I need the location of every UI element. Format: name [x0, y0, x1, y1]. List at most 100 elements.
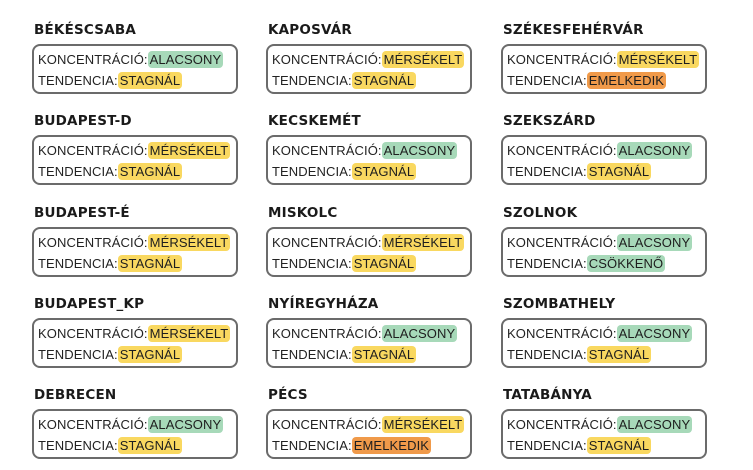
trend-row: TENDENCIA: STAGNÁL	[272, 344, 470, 365]
trend-label: TENDENCIA:	[272, 73, 352, 88]
city-name: MISKOLC	[268, 205, 338, 221]
trend-badge: EMELKEDIK	[351, 437, 432, 454]
concentration-label: KONCENTRÁCIÓ:	[38, 235, 148, 250]
concentration-label: KONCENTRÁCIÓ:	[38, 417, 148, 432]
city-name: BÉKÉSCSABA	[34, 22, 136, 38]
city-name: BUDAPEST-É	[34, 205, 130, 221]
trend-badge: STAGNÁL	[351, 346, 417, 363]
concentration-badge: MÉRSÉKELT	[381, 416, 465, 433]
trend-label: TENDENCIA:	[272, 256, 352, 271]
city-name: NYÍREGYHÁZA	[268, 296, 379, 312]
trend-badge: CSÖKKENŐ	[586, 255, 666, 272]
status-box: KONCENTRÁCIÓ: MÉRSÉKELT TENDENCIA: STAGNÁL	[266, 44, 472, 94]
trend-label: TENDENCIA:	[272, 164, 352, 179]
city-card: DEBRECEN KONCENTRÁCIÓ: ALACSONY TENDENCIA: S…	[32, 385, 242, 459]
concentration-row: KONCENTRÁCIÓ: MÉRSÉKELT	[38, 232, 236, 253]
city-name: BUDAPEST-D	[34, 113, 132, 129]
city-name: DEBRECEN	[34, 387, 117, 403]
trend-badge: STAGNÁL	[117, 437, 183, 454]
city-card: MISKOLC KONCENTRÁCIÓ: MÉRSÉKELT TENDENCIA: S…	[266, 203, 476, 277]
status-box: KONCENTRÁCIÓ: ALACSONY TENDENCIA: STAGNÁL	[266, 318, 472, 368]
trend-row: TENDENCIA: STAGNÁL	[272, 70, 470, 91]
city-name: TATABÁNYA	[503, 387, 592, 403]
concentration-row: KONCENTRÁCIÓ: ALACSONY	[272, 140, 470, 161]
concentration-badge: MÉRSÉKELT	[147, 234, 231, 251]
concentration-label: KONCENTRÁCIÓ:	[272, 143, 382, 158]
trend-badge: STAGNÁL	[351, 163, 417, 180]
trend-row: TENDENCIA: STAGNÁL	[38, 344, 236, 365]
concentration-label: KONCENTRÁCIÓ:	[272, 326, 382, 341]
trend-label: TENDENCIA:	[507, 256, 587, 271]
city-card: KAPOSVÁR KONCENTRÁCIÓ: MÉRSÉKELT TENDENCIA:…	[266, 20, 476, 94]
city-card: TATABÁNYA KONCENTRÁCIÓ: ALACSONY TENDENCIA:…	[501, 385, 711, 459]
city-card: BÉKÉSCSABA KONCENTRÁCIÓ: ALACSONY TENDENCIA…	[32, 20, 242, 94]
trend-row: TENDENCIA: CSÖKKENŐ	[507, 253, 705, 274]
trend-label: TENDENCIA:	[38, 347, 118, 362]
concentration-label: KONCENTRÁCIÓ:	[272, 417, 382, 432]
trend-row: TENDENCIA: STAGNÁL	[38, 70, 236, 91]
trend-badge: STAGNÁL	[117, 163, 183, 180]
city-name: SZEKSZÁRD	[503, 113, 596, 129]
concentration-label: KONCENTRÁCIÓ:	[507, 235, 617, 250]
concentration-badge: ALACSONY	[147, 51, 224, 68]
city-name: SZÉKESFEHÉRVÁR	[503, 22, 644, 38]
concentration-row: KONCENTRÁCIÓ: ALACSONY	[507, 232, 705, 253]
status-box: KONCENTRÁCIÓ: MÉRSÉKELT TENDENCIA: EMELKEDI…	[266, 409, 472, 459]
city-card: SZOMBATHELY KONCENTRÁCIÓ: ALACSONY TENDENCI…	[501, 294, 711, 368]
trend-label: TENDENCIA:	[38, 256, 118, 271]
city-card: BUDAPEST-É KONCENTRÁCIÓ: MÉRSÉKELT TENDENCI…	[32, 203, 242, 277]
trend-row: TENDENCIA: EMELKEDIK	[507, 70, 705, 91]
concentration-row: KONCENTRÁCIÓ: MÉRSÉKELT	[272, 232, 470, 253]
concentration-badge: MÉRSÉKELT	[381, 51, 465, 68]
trend-badge: STAGNÁL	[351, 72, 417, 89]
trend-row: TENDENCIA: STAGNÁL	[38, 253, 236, 274]
status-box: KONCENTRÁCIÓ: ALACSONY TENDENCIA: STAGNÁL	[501, 409, 707, 459]
trend-badge: STAGNÁL	[586, 163, 652, 180]
trend-badge: EMELKEDIK	[586, 72, 667, 89]
concentration-badge: MÉRSÉKELT	[381, 234, 465, 251]
trend-label: TENDENCIA:	[507, 438, 587, 453]
concentration-label: KONCENTRÁCIÓ:	[272, 235, 382, 250]
concentration-badge: ALACSONY	[147, 416, 224, 433]
status-box: KONCENTRÁCIÓ: MÉRSÉKELT TENDENCIA: EMELKEDI…	[501, 44, 707, 94]
status-box: KONCENTRÁCIÓ: MÉRSÉKELT TENDENCIA: STAGNÁL	[266, 227, 472, 277]
concentration-row: KONCENTRÁCIÓ: ALACSONY	[507, 140, 705, 161]
concentration-row: KONCENTRÁCIÓ: MÉRSÉKELT	[272, 49, 470, 70]
trend-label: TENDENCIA:	[38, 438, 118, 453]
city-name: KAPOSVÁR	[268, 22, 352, 38]
city-card: SZÉKESFEHÉRVÁR KONCENTRÁCIÓ: MÉRSÉKELT TEND…	[501, 20, 711, 94]
concentration-row: KONCENTRÁCIÓ: ALACSONY	[507, 323, 705, 344]
concentration-row: KONCENTRÁCIÓ: MÉRSÉKELT	[272, 414, 470, 435]
concentration-label: KONCENTRÁCIÓ:	[507, 326, 617, 341]
trend-row: TENDENCIA: EMELKEDIK	[272, 435, 470, 456]
concentration-badge: MÉRSÉKELT	[147, 325, 231, 342]
concentration-label: KONCENTRÁCIÓ:	[507, 52, 617, 67]
city-card: PÉCS KONCENTRÁCIÓ: MÉRSÉKELT TENDENCIA: EMEL…	[266, 385, 476, 459]
trend-row: TENDENCIA: STAGNÁL	[38, 435, 236, 456]
city-card: BUDAPEST_KP KONCENTRÁCIÓ: MÉRSÉKELT TENDENC…	[32, 294, 242, 368]
status-box: KONCENTRÁCIÓ: ALACSONY TENDENCIA: STAGNÁL	[32, 409, 238, 459]
concentration-badge: MÉRSÉKELT	[616, 51, 700, 68]
concentration-label: KONCENTRÁCIÓ:	[507, 417, 617, 432]
trend-badge: STAGNÁL	[586, 346, 652, 363]
trend-badge: STAGNÁL	[117, 346, 183, 363]
trend-badge: STAGNÁL	[351, 255, 417, 272]
concentration-row: KONCENTRÁCIÓ: ALACSONY	[507, 414, 705, 435]
concentration-badge: ALACSONY	[616, 416, 693, 433]
concentration-badge: ALACSONY	[381, 325, 458, 342]
concentration-row: KONCENTRÁCIÓ: ALACSONY	[38, 414, 236, 435]
concentration-row: KONCENTRÁCIÓ: ALACSONY	[38, 49, 236, 70]
concentration-label: KONCENTRÁCIÓ:	[507, 143, 617, 158]
city-name: SZOLNOK	[503, 205, 578, 221]
trend-row: TENDENCIA: STAGNÁL	[507, 435, 705, 456]
trend-row: TENDENCIA: STAGNÁL	[507, 344, 705, 365]
status-box: KONCENTRÁCIÓ: ALACSONY TENDENCIA: STAGNÁL	[501, 135, 707, 185]
trend-badge: STAGNÁL	[117, 255, 183, 272]
concentration-badge: ALACSONY	[616, 142, 693, 159]
status-box: KONCENTRÁCIÓ: ALACSONY TENDENCIA: STAGNÁL	[266, 135, 472, 185]
city-name: PÉCS	[268, 387, 308, 403]
concentration-badge: ALACSONY	[616, 325, 693, 342]
city-card: SZOLNOK KONCENTRÁCIÓ: ALACSONY TENDENCIA: CS…	[501, 203, 711, 277]
trend-label: TENDENCIA:	[507, 347, 587, 362]
